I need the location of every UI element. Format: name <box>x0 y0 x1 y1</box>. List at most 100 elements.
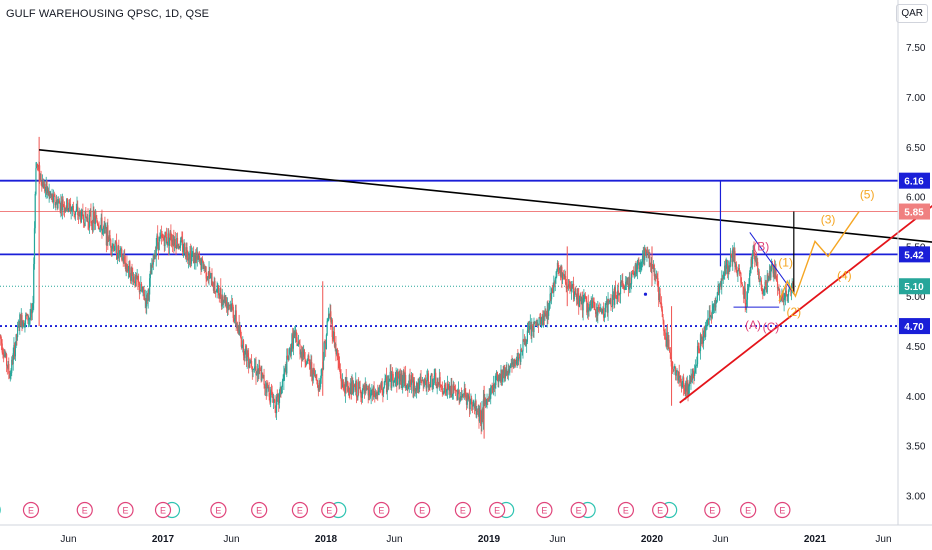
candle-body <box>740 282 743 285</box>
candle-body <box>369 396 372 397</box>
earnings-marker <box>210 501 227 519</box>
candle-body <box>19 314 22 327</box>
candle-body <box>418 380 421 389</box>
candle-body <box>596 312 598 316</box>
candle-body <box>573 294 575 300</box>
candle-body <box>477 408 479 412</box>
candle-body <box>548 309 550 316</box>
candle-body <box>603 317 606 319</box>
candle-body <box>567 284 570 287</box>
candle-body <box>60 201 62 211</box>
candle-body <box>35 168 37 195</box>
candle-body <box>299 344 301 355</box>
candle-body <box>707 318 709 326</box>
candle-body <box>223 295 226 302</box>
candle-body <box>393 380 395 383</box>
candle-body <box>606 300 608 305</box>
candle-body <box>226 303 228 309</box>
candle-body <box>45 180 47 190</box>
candle-body <box>153 255 155 260</box>
candle-body <box>432 385 434 388</box>
candle-body <box>192 253 194 254</box>
candle-body <box>382 391 384 394</box>
candle-body <box>12 353 14 365</box>
candle-body <box>574 289 576 295</box>
candle-body <box>329 311 331 316</box>
candle-body <box>426 377 428 389</box>
candle-body <box>502 370 504 375</box>
y-tick-label: 4.00 <box>906 392 926 403</box>
candle-body <box>704 327 706 337</box>
candle-body <box>472 404 474 407</box>
candle-body <box>149 270 151 279</box>
candle-body <box>154 253 157 257</box>
candle-body <box>320 369 322 379</box>
candle-body <box>725 264 727 274</box>
candle-body <box>308 360 311 366</box>
candle-body <box>160 234 162 238</box>
candle-body <box>199 259 201 262</box>
candle-body <box>765 281 767 288</box>
candle-body <box>655 275 657 278</box>
candle-body <box>190 254 193 264</box>
candle-body <box>618 293 620 296</box>
candle-body <box>407 385 409 389</box>
candle-body <box>341 379 344 387</box>
earnings-marker-label: E <box>709 506 715 516</box>
earnings-marker <box>291 501 309 519</box>
candle-body <box>388 378 391 381</box>
candle-body <box>389 371 391 379</box>
candle-body <box>187 254 189 261</box>
candle-body <box>561 266 563 280</box>
candle-body <box>296 337 298 346</box>
candle-body <box>427 373 429 388</box>
candle-body <box>14 345 17 357</box>
candle-body <box>487 398 489 401</box>
candle-body <box>462 394 464 397</box>
x-tick-label: 2020 <box>641 534 664 545</box>
candle-body <box>234 318 236 322</box>
candle-body <box>435 384 438 389</box>
candle-body <box>773 265 776 279</box>
candle-body <box>143 293 146 300</box>
candle-body <box>361 397 363 399</box>
candle-body <box>129 277 132 281</box>
candle-body <box>78 211 80 216</box>
earnings-marker-label: E <box>123 506 129 516</box>
candle-body <box>416 382 418 391</box>
candle-body <box>217 285 220 296</box>
candle-body <box>684 389 686 392</box>
candle-body <box>561 273 564 280</box>
candle-body <box>113 250 116 252</box>
candle-body <box>399 374 401 385</box>
candle-body <box>504 367 506 379</box>
candle-body <box>369 389 371 397</box>
candle-body <box>290 347 292 356</box>
candle-body <box>630 283 632 285</box>
candle-body <box>301 351 303 359</box>
candle-body <box>688 381 691 387</box>
candle-body <box>437 381 439 385</box>
candle-body <box>526 341 528 345</box>
candle-body <box>101 217 103 235</box>
candle-body <box>520 349 522 362</box>
candle-body <box>705 325 707 328</box>
candle-body <box>270 389 272 392</box>
candle-body <box>365 384 367 390</box>
candle-body <box>303 349 305 357</box>
candle-body <box>267 383 269 389</box>
candle-body <box>19 314 21 328</box>
candle-body <box>228 305 231 307</box>
candle-body <box>792 282 794 284</box>
candle-body <box>467 394 469 399</box>
wave-label: (B) <box>753 239 769 253</box>
candle-body <box>454 390 457 391</box>
candle-body <box>249 361 251 364</box>
candle-body <box>444 384 446 388</box>
currency-label[interactable]: QAR <box>896 4 928 23</box>
candle-body <box>204 266 206 270</box>
candle-body <box>621 281 623 283</box>
candle-body <box>762 291 765 294</box>
candle-body <box>537 323 539 326</box>
